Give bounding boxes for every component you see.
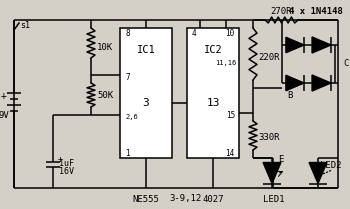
Text: 1: 1 <box>125 149 130 158</box>
Text: +: + <box>58 155 63 164</box>
Bar <box>120 28 172 158</box>
Polygon shape <box>309 163 327 184</box>
Text: 2,6: 2,6 <box>125 114 138 120</box>
Text: 14: 14 <box>225 149 234 158</box>
Text: 9V: 9V <box>0 111 9 121</box>
Polygon shape <box>312 75 331 91</box>
Text: IC2: IC2 <box>204 45 222 55</box>
Text: 270R: 270R <box>271 8 292 17</box>
Text: +: + <box>1 91 7 101</box>
Text: 13: 13 <box>206 98 220 108</box>
Text: C: C <box>343 60 348 69</box>
Text: B: B <box>287 90 293 99</box>
Text: s1: s1 <box>20 22 30 31</box>
Text: 7: 7 <box>125 73 130 82</box>
Text: E: E <box>278 154 284 163</box>
Text: LED2: LED2 <box>320 162 342 171</box>
Polygon shape <box>286 75 304 91</box>
Text: 3: 3 <box>143 98 149 108</box>
Polygon shape <box>312 37 331 53</box>
Text: 8: 8 <box>125 28 130 37</box>
Text: 330R: 330R <box>258 133 280 141</box>
Text: 50K: 50K <box>97 90 113 99</box>
Text: 4027: 4027 <box>202 195 224 204</box>
Text: 15: 15 <box>226 111 235 120</box>
Text: 10: 10 <box>225 28 234 37</box>
Polygon shape <box>263 163 281 184</box>
Bar <box>187 28 239 158</box>
Text: NE555: NE555 <box>133 195 160 204</box>
Polygon shape <box>286 37 304 53</box>
Text: 10K: 10K <box>97 43 113 52</box>
Text: IC1: IC1 <box>136 45 155 55</box>
Text: 1uF: 1uF <box>60 159 75 168</box>
Text: 4: 4 <box>192 28 197 37</box>
Text: 220R: 220R <box>258 54 280 62</box>
Text: 11,16: 11,16 <box>215 60 236 66</box>
Text: 4 x 1N4148: 4 x 1N4148 <box>289 8 343 17</box>
Text: 16V: 16V <box>60 167 75 176</box>
Text: LED1: LED1 <box>263 195 285 204</box>
Text: 3-9,12: 3-9,12 <box>169 195 201 204</box>
